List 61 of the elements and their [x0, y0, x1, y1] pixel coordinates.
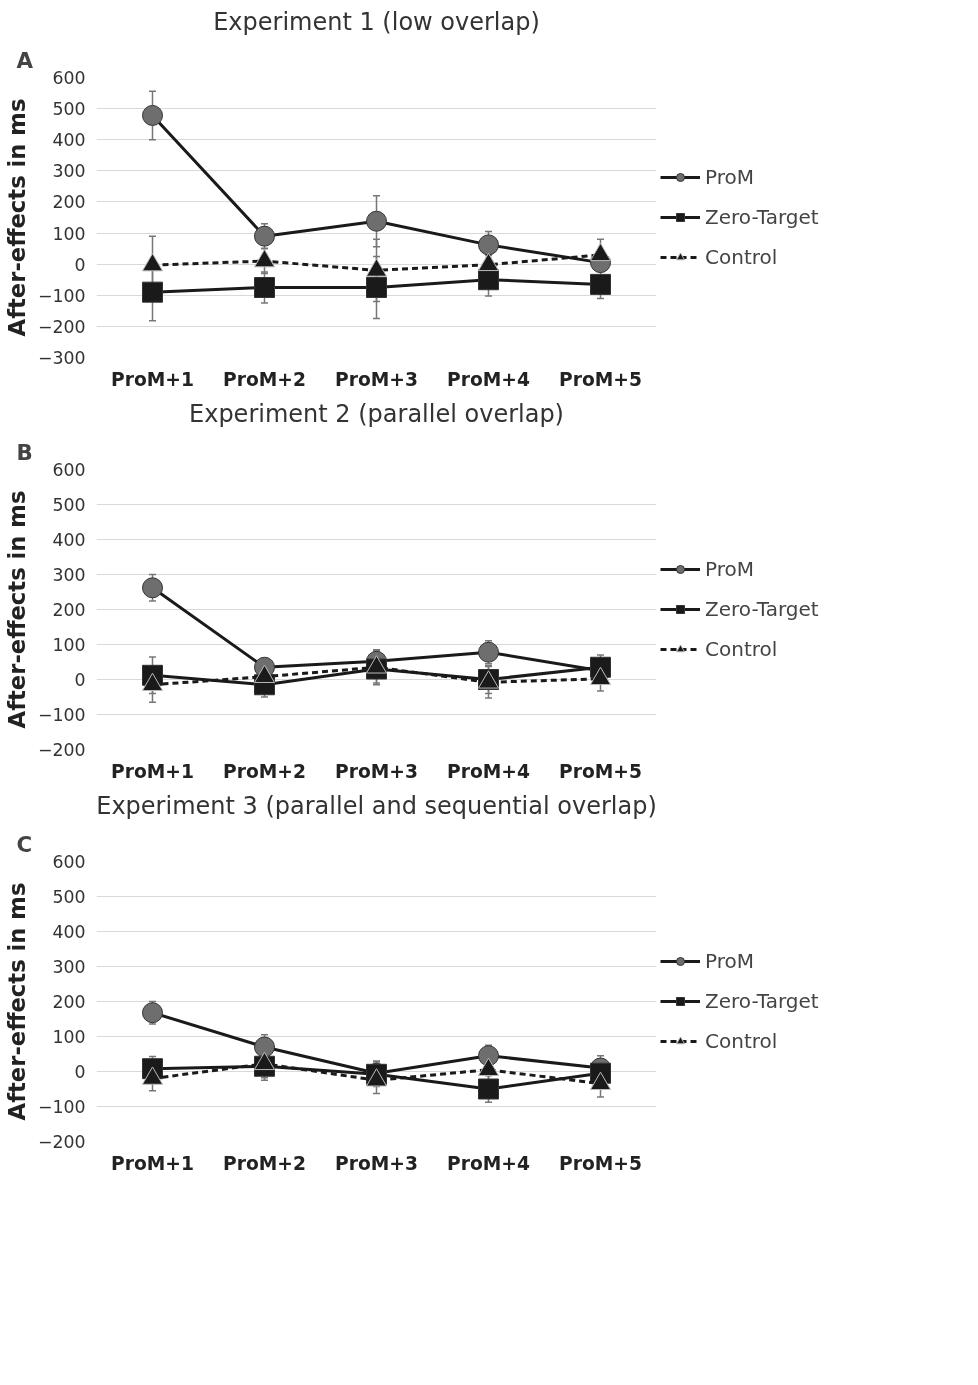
y-tick-label: 500: [52, 99, 86, 120]
legend-label: ProM: [705, 165, 754, 189]
y-tick-label: 200: [52, 600, 86, 620]
x-tick-label: ProM+2: [223, 1152, 306, 1174]
chart-title: Experiment 2 (parallel overlap): [189, 399, 564, 428]
y-tick-label: 600: [52, 852, 86, 872]
y-tick-label: 300: [52, 565, 86, 585]
y-tick-label: 600: [52, 460, 86, 480]
legend-label: Zero-Target: [705, 989, 819, 1013]
x-tick-label: ProM+3: [335, 760, 418, 782]
x-tick-label: ProM+2: [223, 760, 306, 782]
x-tick-label: ProM+4: [447, 368, 530, 390]
x-tick-label: ProM+4: [447, 760, 530, 782]
legend-label: Control: [705, 1029, 778, 1053]
x-tick-label: ProM+1: [111, 368, 194, 390]
x-tick-label: ProM+5: [559, 1152, 642, 1174]
y-tick-label: 500: [52, 495, 86, 515]
y-tick-label: 100: [52, 223, 86, 244]
y-tick-label: −300: [37, 348, 86, 368]
y-tick-label: 400: [52, 922, 86, 942]
y-tick-label: −200: [37, 740, 86, 760]
legend-label: ProM: [705, 557, 754, 581]
x-tick-label: ProM+4: [447, 1152, 530, 1174]
y-tick-label: −100: [37, 285, 86, 306]
y-tick-label: 0: [74, 1062, 86, 1082]
chart-title: Experiment 3 (parallel and sequential overlap): [96, 791, 657, 820]
x-tick-label: ProM+2: [223, 368, 306, 390]
y-tick-label: 400: [52, 130, 86, 151]
y-axis-title: After-effects in ms: [3, 882, 30, 1121]
y-tick-label: −200: [37, 316, 86, 337]
legend-label: Zero-Target: [705, 597, 819, 621]
y-tick-label: 600: [52, 68, 86, 88]
y-tick-label: 300: [52, 161, 86, 182]
y-tick-label: 100: [52, 1027, 86, 1047]
x-tick-label: ProM+1: [111, 760, 194, 782]
text: B: [16, 439, 33, 465]
legend-label: ProM: [705, 949, 754, 973]
y-axis-title: After-effects in ms: [3, 490, 30, 729]
y-tick-label: −200: [37, 1132, 86, 1152]
text: C: [16, 831, 33, 857]
chart-title: Experiment 1 (low overlap): [213, 7, 540, 36]
x-tick-label: ProM+5: [559, 368, 642, 390]
legend-label: Control: [705, 637, 778, 661]
y-tick-label: −100: [37, 1097, 86, 1117]
y-tick-label: 500: [52, 887, 86, 907]
x-tick-label: ProM+1: [111, 1152, 194, 1174]
y-tick-label: 400: [52, 530, 86, 550]
y-tick-label: 300: [52, 957, 86, 977]
legend-label: Zero-Target: [705, 205, 819, 229]
y-tick-label: −100: [37, 705, 86, 725]
x-tick-label: ProM+3: [335, 1152, 418, 1174]
y-tick-label: 0: [74, 670, 86, 690]
y-tick-label: 100: [52, 635, 86, 655]
x-tick-label: ProM+3: [335, 368, 418, 390]
legend-label: Control: [705, 245, 778, 269]
y-tick-label: 0: [74, 254, 86, 275]
y-tick-label: 200: [52, 192, 86, 213]
y-tick-label: 200: [52, 992, 86, 1012]
x-tick-label: ProM+5: [559, 760, 642, 782]
y-axis-title: After-effects in ms: [3, 98, 30, 337]
text: A: [16, 47, 34, 73]
